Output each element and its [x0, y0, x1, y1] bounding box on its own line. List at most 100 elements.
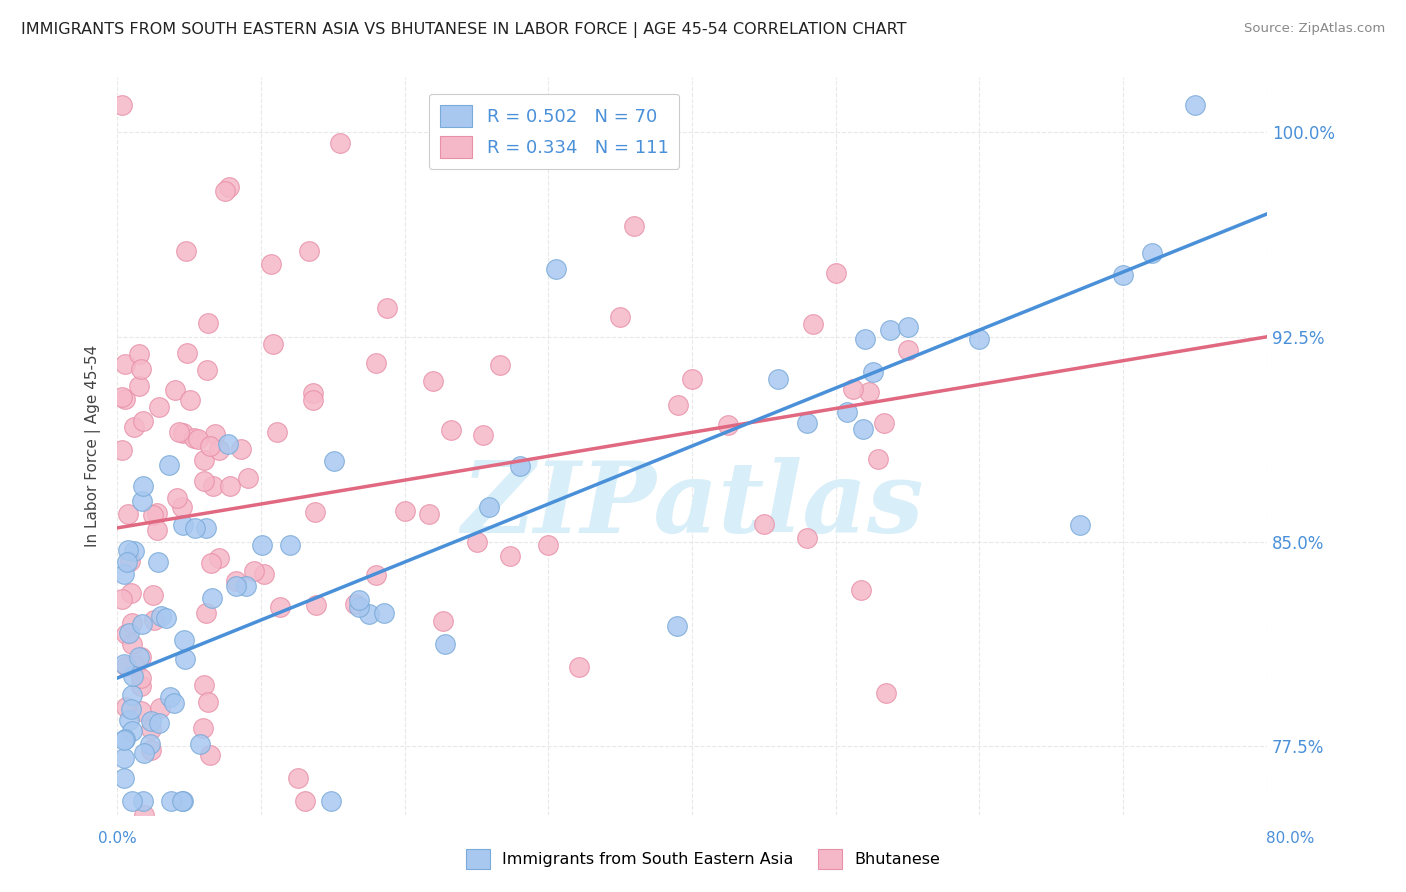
- Point: [207, 551, 229, 566]
- Point: [131, 494, 153, 508]
- Point: [128, 379, 150, 393]
- Legend: Immigrants from South Eastern Asia, Bhutanese: Immigrants from South Eastern Asia, Bhut…: [460, 843, 946, 875]
- Point: [128, 347, 150, 361]
- Point: [184, 520, 207, 534]
- Point: [357, 607, 380, 622]
- Point: [304, 505, 326, 519]
- Point: [235, 578, 257, 592]
- Point: [124, 544, 146, 558]
- Point: [110, 390, 132, 404]
- Point: [200, 747, 222, 762]
- Point: [394, 504, 416, 518]
- Point: [375, 301, 398, 316]
- Point: [243, 564, 266, 578]
- Point: [434, 637, 457, 651]
- Point: [150, 609, 173, 624]
- Point: [110, 591, 132, 606]
- Point: [155, 611, 177, 625]
- Point: [195, 363, 218, 377]
- Point: [344, 598, 367, 612]
- Point: [198, 439, 221, 453]
- Point: [129, 679, 152, 693]
- Point: [114, 657, 136, 671]
- Point: [853, 332, 876, 346]
- Point: [298, 244, 321, 258]
- Point: [148, 715, 170, 730]
- Text: 0.0%: 0.0%: [98, 831, 138, 846]
- Point: [214, 185, 236, 199]
- Point: [546, 262, 568, 277]
- Point: [824, 266, 846, 280]
- Point: [1112, 268, 1135, 283]
- Point: [852, 422, 875, 436]
- Point: [260, 257, 283, 271]
- Point: [132, 479, 155, 493]
- Point: [197, 695, 219, 709]
- Point: [142, 588, 165, 602]
- Y-axis label: In Labor Force | Age 45-54: In Labor Force | Age 45-54: [86, 345, 101, 547]
- Point: [347, 593, 370, 607]
- Point: [269, 600, 291, 615]
- Point: [217, 437, 239, 451]
- Point: [193, 678, 215, 692]
- Point: [897, 343, 920, 358]
- Point: [132, 414, 155, 428]
- Point: [1069, 518, 1091, 533]
- Point: [118, 554, 141, 568]
- Point: [201, 591, 224, 605]
- Point: [862, 365, 884, 379]
- Point: [146, 523, 169, 537]
- Point: [121, 724, 143, 739]
- Point: [129, 704, 152, 718]
- Point: [172, 425, 194, 440]
- Point: [118, 626, 141, 640]
- Point: [294, 794, 316, 808]
- Point: [114, 731, 136, 746]
- Point: [287, 771, 309, 785]
- Point: [489, 358, 512, 372]
- Point: [253, 567, 276, 582]
- Point: [364, 356, 387, 370]
- Point: [225, 579, 247, 593]
- Point: [129, 649, 152, 664]
- Point: [114, 733, 136, 747]
- Point: [752, 517, 775, 532]
- Point: [1184, 97, 1206, 112]
- Point: [128, 650, 150, 665]
- Point: [873, 416, 896, 430]
- Point: [132, 794, 155, 808]
- Point: [527, 130, 550, 145]
- Point: [193, 474, 215, 488]
- Point: [225, 574, 247, 588]
- Point: [121, 616, 143, 631]
- Point: [114, 751, 136, 765]
- Point: [349, 600, 371, 615]
- Point: [193, 722, 215, 736]
- Point: [114, 771, 136, 785]
- Point: [465, 535, 488, 549]
- Point: [229, 442, 252, 457]
- Point: [801, 317, 824, 331]
- Point: [262, 336, 284, 351]
- Point: [139, 714, 162, 728]
- Point: [194, 606, 217, 620]
- Point: [141, 743, 163, 757]
- Point: [568, 659, 591, 673]
- Point: [681, 372, 703, 386]
- Point: [122, 669, 145, 683]
- Point: [841, 382, 863, 396]
- Point: [218, 180, 240, 194]
- Point: [114, 357, 136, 371]
- Point: [373, 606, 395, 620]
- Point: [665, 619, 688, 633]
- Point: [120, 702, 142, 716]
- Point: [176, 345, 198, 359]
- Point: [114, 392, 136, 406]
- Point: [796, 531, 818, 545]
- Point: [166, 491, 188, 506]
- Point: [897, 320, 920, 334]
- Text: Source: ZipAtlas.com: Source: ZipAtlas.com: [1244, 22, 1385, 36]
- Point: [250, 538, 273, 552]
- Point: [121, 794, 143, 808]
- Point: [163, 696, 186, 710]
